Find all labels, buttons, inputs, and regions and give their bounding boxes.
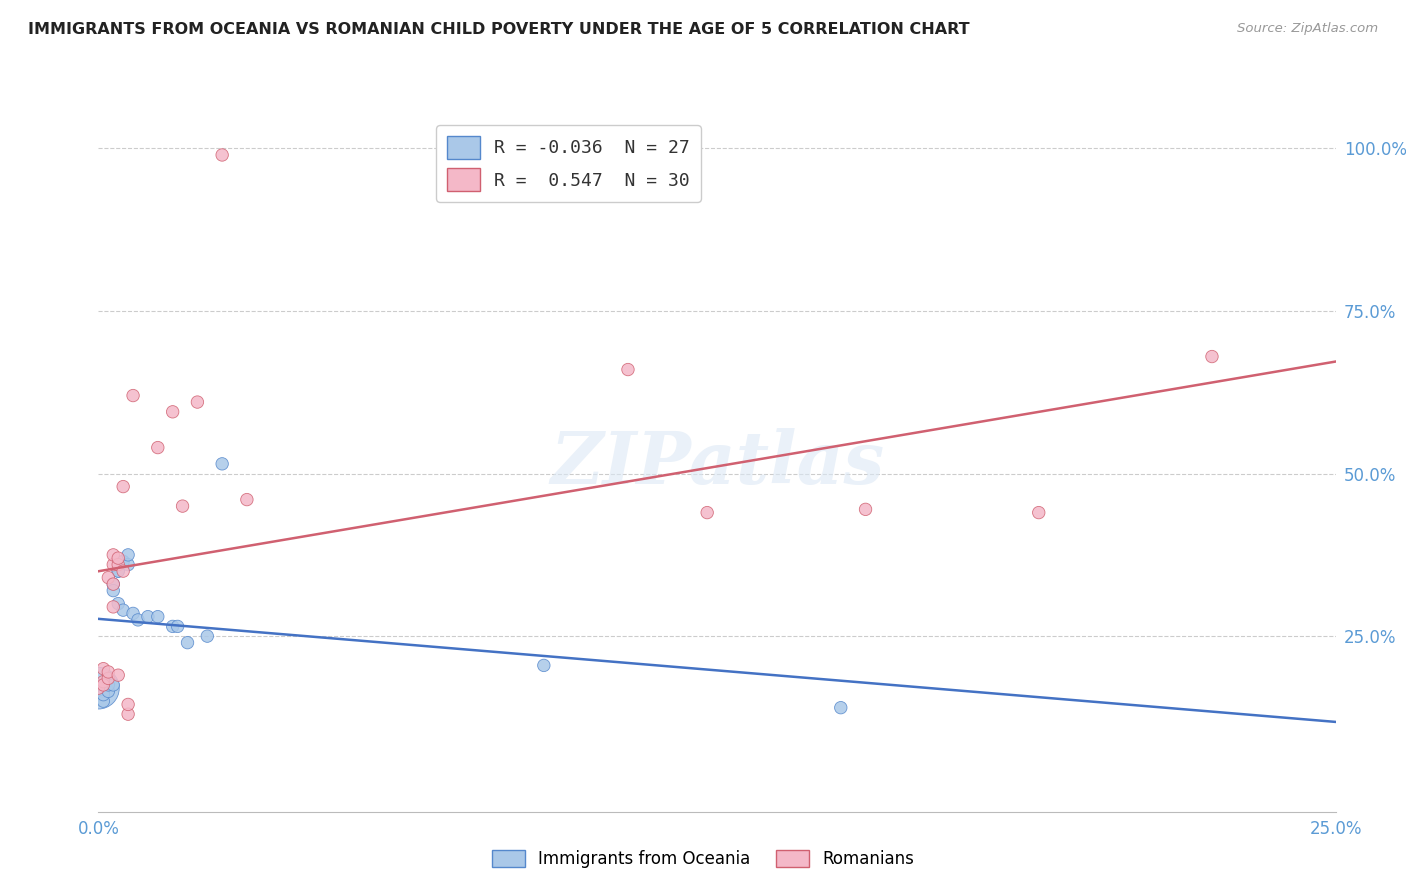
- Point: [103, 577, 125, 591]
- Point: [87, 681, 110, 695]
- Point: [162, 619, 184, 633]
- Point: [112, 603, 135, 617]
- Text: ZIPatlas: ZIPatlas: [550, 428, 884, 500]
- Point: [93, 678, 115, 692]
- Point: [617, 362, 640, 376]
- Point: [127, 613, 149, 627]
- Point: [176, 635, 198, 649]
- Point: [93, 694, 115, 708]
- Point: [136, 609, 159, 624]
- Point: [112, 564, 135, 578]
- Point: [107, 668, 129, 682]
- Point: [696, 506, 718, 520]
- Point: [172, 499, 194, 513]
- Point: [97, 665, 120, 679]
- Point: [146, 441, 169, 455]
- Point: [211, 457, 233, 471]
- Point: [97, 678, 120, 692]
- Point: [186, 395, 208, 409]
- Point: [122, 607, 145, 621]
- Point: [211, 148, 233, 162]
- Point: [93, 662, 115, 676]
- Point: [146, 609, 169, 624]
- Point: [117, 548, 139, 562]
- Point: [1028, 506, 1050, 520]
- Point: [87, 681, 110, 695]
- Point: [103, 548, 125, 562]
- Text: Source: ZipAtlas.com: Source: ZipAtlas.com: [1237, 22, 1378, 36]
- Legend: Immigrants from Oceania, Romanians: Immigrants from Oceania, Romanians: [485, 843, 921, 875]
- Point: [103, 577, 125, 591]
- Point: [195, 629, 218, 643]
- Point: [162, 405, 184, 419]
- Text: IMMIGRANTS FROM OCEANIA VS ROMANIAN CHILD POVERTY UNDER THE AGE OF 5 CORRELATION: IMMIGRANTS FROM OCEANIA VS ROMANIAN CHIL…: [28, 22, 970, 37]
- Point: [166, 619, 188, 633]
- Point: [93, 688, 115, 702]
- Point: [103, 558, 125, 572]
- Point: [107, 597, 129, 611]
- Point: [93, 684, 115, 698]
- Point: [97, 672, 120, 686]
- Point: [122, 388, 145, 402]
- Point: [117, 698, 139, 712]
- Legend: R = -0.036  N = 27, R =  0.547  N = 30: R = -0.036 N = 27, R = 0.547 N = 30: [436, 125, 700, 202]
- Point: [103, 599, 125, 614]
- Point: [107, 564, 129, 578]
- Point: [1201, 350, 1223, 364]
- Point: [236, 492, 259, 507]
- Point: [117, 558, 139, 572]
- Point: [97, 571, 120, 585]
- Point: [855, 502, 877, 516]
- Point: [830, 700, 852, 714]
- Point: [107, 564, 129, 578]
- Point: [103, 678, 125, 692]
- Point: [112, 480, 135, 494]
- Point: [97, 684, 120, 698]
- Point: [107, 558, 129, 572]
- Point: [117, 707, 139, 722]
- Point: [107, 551, 129, 566]
- Point: [112, 554, 135, 568]
- Point: [533, 658, 555, 673]
- Point: [93, 674, 115, 689]
- Point: [103, 583, 125, 598]
